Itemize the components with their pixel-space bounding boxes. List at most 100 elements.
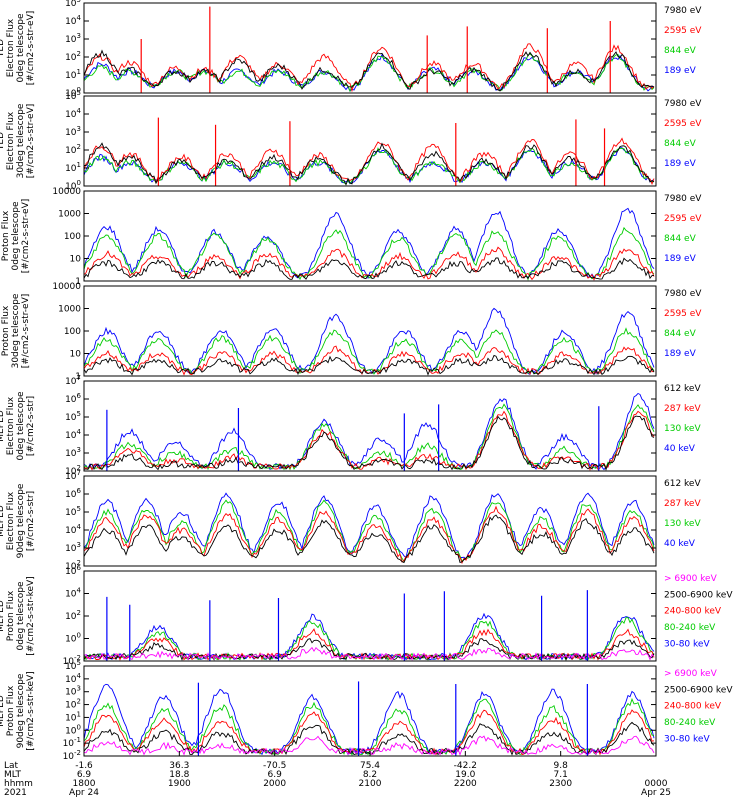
ytick-label: 10 xyxy=(70,255,82,265)
legend-entry: 2595 eV xyxy=(664,214,702,224)
ytick-label: 104 xyxy=(65,428,81,441)
ytick-label: 106 xyxy=(65,392,81,405)
legend-entry: 240-800 keV xyxy=(664,702,722,712)
y-axis-label: TEDElectron Flux30deg telescope[#/cm2-s-… xyxy=(0,103,36,178)
legend-entry: 7980 eV xyxy=(664,99,702,109)
plot-area xyxy=(84,590,655,661)
panel-3: 1 10 100 1000 10000 Proton Flux0deg telescope… xyxy=(1,187,702,287)
legend-entry: 40 keV xyxy=(664,444,696,454)
series-line-3 xyxy=(84,327,655,375)
legend-entry: 844 eV xyxy=(664,234,697,244)
ytick-label: 105 xyxy=(65,89,81,102)
series-line-3 xyxy=(84,709,655,756)
legend-entry: 2500-6900 keV xyxy=(664,590,733,600)
plot-area xyxy=(84,6,655,93)
series-line-3 xyxy=(84,147,655,186)
plot-area xyxy=(84,681,655,756)
series-line-1 xyxy=(84,354,655,376)
x-tick-label: 19.0 xyxy=(455,770,475,780)
ytick-label: 10000 xyxy=(52,282,81,292)
ytick-label: 104 xyxy=(65,14,81,27)
y-axis-label: Proton Flux0deg telescope[#/cm2-s-str-eV… xyxy=(1,199,31,274)
series-line-1 xyxy=(84,49,655,92)
legend-entry: > 6900 keV xyxy=(664,669,718,679)
plot-area xyxy=(84,307,655,376)
ytick-label: 104 xyxy=(65,107,81,120)
ytick-label: 103 xyxy=(65,125,81,138)
legend-entry: 130 keV xyxy=(664,519,701,529)
series-line-4 xyxy=(84,617,655,661)
panel-6: 102 103 104 105 106 107 MEPEDElectron Flux90de… xyxy=(0,469,701,572)
ytick-label: 10-1 xyxy=(63,736,81,749)
legend-entry: 80-240 keV xyxy=(664,718,716,728)
legend-entry: 844 eV xyxy=(664,46,697,56)
x-tick-label: 2100 xyxy=(359,779,382,789)
series-line-2 xyxy=(84,721,655,756)
ytick-label: 100 xyxy=(64,232,81,242)
legend-entry: 287 keV xyxy=(664,404,701,414)
legend-entry: 7980 eV xyxy=(664,289,702,299)
x-tick-label: 2000 xyxy=(263,779,286,789)
panel-frame xyxy=(83,570,657,662)
ytick-label: 103 xyxy=(65,541,81,554)
x-tick-label: 7.1 xyxy=(554,770,568,780)
legend-entry: 2595 eV xyxy=(664,309,702,319)
x-row-label: MLT xyxy=(4,770,22,780)
ytick-label: 104 xyxy=(65,672,81,685)
ytick-label: 1000 xyxy=(58,305,81,315)
ytick-label: 105 xyxy=(65,410,81,423)
ytick-label: 106 xyxy=(65,487,81,500)
x-tick-label: 9.8 xyxy=(554,761,569,771)
panel-frame xyxy=(83,665,657,757)
legend-entry: 7980 eV xyxy=(664,6,702,16)
y-axis-label: Proton Flux30deg telescope[#/cm2-s-str-e… xyxy=(1,293,31,368)
ytick-label: 10-2 xyxy=(63,749,81,762)
series-line-1 xyxy=(84,142,655,186)
x-tick-label: 6.9 xyxy=(268,770,283,780)
legend-entry: 189 eV xyxy=(664,349,697,359)
ytick-label: 102 xyxy=(65,143,81,156)
ytick-label: 105 xyxy=(65,505,81,518)
legend-entry: 189 eV xyxy=(664,159,697,169)
legend-entry: 40 keV xyxy=(664,539,696,549)
ytick-label: 10000 xyxy=(52,187,81,197)
ytick-label: 101 xyxy=(65,68,81,81)
ytick-label: 105 xyxy=(65,0,81,9)
legend-entry: 844 eV xyxy=(664,329,697,339)
series-line-1 xyxy=(84,415,655,471)
panel-1: 100 101 102 103 104 105 TEDElectron Flux0deg t… xyxy=(0,0,702,99)
legend-entry: 130 keV xyxy=(664,424,701,434)
x-tick-label: 0000 xyxy=(645,779,668,789)
legend-entry: 7980 eV xyxy=(664,194,702,204)
legend-entry: 2595 eV xyxy=(664,26,702,36)
legend-entry: 2595 eV xyxy=(664,119,702,129)
x-tick-label: Apr 25 xyxy=(641,788,671,798)
panel-frame xyxy=(83,2,657,94)
y-axis-label: MEPEDElectron Flux90deg telescope[#/cm2-… xyxy=(0,483,36,558)
ytick-label: 106 xyxy=(65,564,81,577)
panel-4: 1 10 100 1000 10000 Proton Flux30deg telescop… xyxy=(1,282,702,382)
x-tick-label: 18.8 xyxy=(169,770,189,780)
series-line-4 xyxy=(84,392,655,471)
legend-entry: 2500-6900 keV xyxy=(664,685,733,695)
legend-entry: 844 eV xyxy=(664,139,697,149)
series-line-3 xyxy=(84,403,655,471)
y-axis-label: TEDElectron Flux0deg telescope[#/cm2-s-s… xyxy=(0,11,36,86)
x-row-label: 2021 xyxy=(4,788,27,798)
ytick-label: 100 xyxy=(65,723,81,736)
series-line-2 xyxy=(84,410,655,471)
y-axis-label: MEPEDElectron Flux0deg telescope[#/cm2-s… xyxy=(0,391,36,461)
x-tick-label: Apr 24 xyxy=(69,788,99,798)
ytick-label: 101 xyxy=(65,161,81,174)
legend-entry: 189 eV xyxy=(664,66,697,76)
x-tick-label: 2300 xyxy=(549,779,572,789)
ytick-label: 100 xyxy=(64,327,81,337)
x-tick-label: 8.2 xyxy=(363,770,377,780)
ytick-label: 103 xyxy=(65,32,81,45)
ytick-label: 105 xyxy=(65,659,81,672)
panel-frame xyxy=(83,95,657,187)
ytick-label: 104 xyxy=(65,587,81,600)
ytick-label: 107 xyxy=(65,374,81,387)
